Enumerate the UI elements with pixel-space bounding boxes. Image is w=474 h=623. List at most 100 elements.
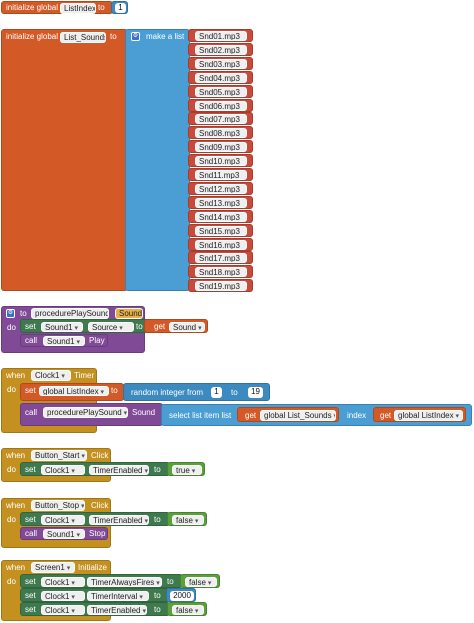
event-component-dropdown[interactable]: Button_Stop [31,500,85,511]
init-listindex-block[interactable]: initialize global ListIndex to [1,1,113,14]
number-value[interactable]: 1 [115,3,126,13]
get-var-dropdown[interactable]: Sound [169,322,205,332]
text-block[interactable]: Snd08.mp3 [188,126,253,139]
make-a-list-block[interactable]: ⚙ make a list [125,29,190,291]
set-timer-enabled-block[interactable]: set Clock1 TimerEnabled to [20,462,170,476]
text-block[interactable]: Snd07.mp3 [188,112,253,125]
property-dropdown[interactable]: TimerEnabled [87,605,147,615]
text-block[interactable]: Snd03.mp3 [188,57,253,70]
text-value[interactable]: Snd19.mp3 [195,281,247,291]
text-value[interactable]: Snd17.mp3 [195,253,247,263]
event-component-dropdown[interactable]: Screen1 [31,562,75,573]
text-value[interactable]: Snd01.mp3 [195,31,247,41]
text-block[interactable]: Snd06.mp3 [188,99,253,112]
logic-value-dropdown[interactable]: false [172,605,204,615]
logic-true-block[interactable]: true [167,462,205,476]
init-list-sounds-block[interactable]: initialize global List_Sounds to [1,29,128,291]
text-block[interactable]: Snd12.mp3 [188,182,253,195]
number-value[interactable]: 2000 [170,591,194,601]
text-block[interactable]: Snd10.mp3 [188,154,253,167]
set-timer-enabled-block[interactable]: set Clock1 TimerEnabled to [20,512,170,526]
text-block[interactable]: Snd05.mp3 [188,85,253,98]
get-listindex-block[interactable]: get global ListIndex [373,407,466,422]
property-dropdown[interactable]: TimerEnabled [89,465,149,475]
set-component-dropdown[interactable]: Clock1 [41,515,85,525]
get-list-sounds-block[interactable]: get global List_Sounds [237,407,339,422]
set-timer-enabled-block[interactable]: set Clock1 TimerEnabled to [20,602,170,616]
text-block[interactable]: Snd18.mp3 [188,265,253,278]
text-value[interactable]: Snd05.mp3 [195,87,247,97]
logic-value-dropdown[interactable]: true [172,465,202,475]
set-timer-interval-block[interactable]: set Clock1 TimerInterval to [20,588,170,602]
var-name-list-sounds[interactable]: List_Sounds [60,32,106,43]
logic-value-dropdown[interactable]: false [185,577,217,587]
text-value[interactable]: Snd16.mp3 [195,240,247,250]
property-dropdown[interactable]: TimerEnabled [89,515,149,525]
text-value[interactable]: Snd03.mp3 [195,59,247,69]
text-value[interactable]: Snd07.mp3 [195,114,247,124]
procedure-name-field[interactable]: procedurePlaySound [31,308,109,319]
text-value[interactable]: Snd15.mp3 [195,226,247,236]
set-sound-source-block[interactable]: set Sound1 Source to [20,319,150,333]
call-sound-stop-block[interactable]: call Sound1 Stop [20,527,108,540]
text-block[interactable]: Snd14.mp3 [188,210,253,223]
logic-false-block[interactable]: false [167,602,207,616]
text-block[interactable]: Snd09.mp3 [188,140,253,153]
call-procedure-block[interactable]: call procedurePlaySound Sound [20,403,163,426]
text-value[interactable]: Snd18.mp3 [195,267,247,277]
list-var-dropdown[interactable]: global List_Sounds [260,410,336,421]
text-block[interactable]: Snd17.mp3 [188,251,253,264]
text-value[interactable]: Snd08.mp3 [195,128,247,138]
text-value[interactable]: Snd11.mp3 [195,170,247,180]
text-value[interactable]: Snd12.mp3 [195,184,247,194]
text-value[interactable]: Snd13.mp3 [195,198,247,208]
text-block[interactable]: Snd13.mp3 [188,196,253,209]
property-dropdown[interactable]: TimerInterval [87,591,149,601]
number-block[interactable]: 1 [111,1,128,14]
number-block[interactable]: 2000 [166,588,196,602]
property-dropdown[interactable]: TimerAlwaysFires [87,577,162,587]
set-component-dropdown[interactable]: Clock1 [41,577,85,587]
text-block[interactable]: Snd04.mp3 [188,71,253,84]
call-sound-play-block[interactable]: call Sound1 Play [20,334,108,347]
text-value[interactable]: Snd09.mp3 [195,142,247,152]
set-listindex-block[interactable]: set global ListIndex to [20,383,124,401]
var-name-listindex[interactable]: ListIndex [60,3,96,14]
set-component-dropdown[interactable]: Clock1 [41,605,85,615]
component-dropdown[interactable]: Sound1 [41,322,83,332]
index-var-dropdown[interactable]: global ListIndex [394,410,463,421]
procedure-dropdown[interactable]: procedurePlaySound [43,407,128,418]
text-value[interactable]: Snd02.mp3 [195,45,247,55]
text-block[interactable]: Snd16.mp3 [188,238,253,251]
set-component-dropdown[interactable]: Clock1 [41,465,85,475]
event-component-dropdown[interactable]: Button_Start [31,450,87,461]
set-timer-always-fires-block[interactable]: set Clock1 TimerAlwaysFires to [20,574,183,588]
property-dropdown[interactable]: Source [88,322,134,332]
gear-icon[interactable]: ⚙ [6,309,15,318]
event-component-dropdown[interactable]: Clock1 [31,370,71,381]
text-block[interactable]: Snd11.mp3 [188,168,253,181]
text-value[interactable]: Snd14.mp3 [195,212,247,222]
get-sound-block[interactable]: get Sound [144,319,208,333]
random-to-value[interactable]: 19 [248,387,263,398]
logic-value-dropdown[interactable]: false [172,515,204,525]
text-block[interactable]: Snd19.mp3 [188,279,253,292]
param-sound-field[interactable]: Sound [115,308,143,319]
random-integer-block[interactable]: random integer from 1 to 19 [123,383,270,401]
logic-false-block[interactable]: false [167,512,207,526]
logic-false-block[interactable]: false [180,574,220,588]
sound-arg-label: Sound [132,408,156,417]
text-block[interactable]: Snd02.mp3 [188,43,253,56]
call-component-dropdown[interactable]: Sound1 [43,529,85,539]
gear-icon[interactable]: ⚙ [131,32,140,41]
text-value[interactable]: Snd04.mp3 [195,73,247,83]
set-component-dropdown[interactable]: Clock1 [41,591,85,601]
text-block[interactable]: Snd15.mp3 [188,224,253,237]
get-label: get [154,322,166,331]
text-value[interactable]: Snd06.mp3 [195,101,247,111]
text-value[interactable]: Snd10.mp3 [195,156,247,166]
text-block[interactable]: Snd01.mp3 [188,29,253,42]
call-component-dropdown[interactable]: Sound1 [43,336,85,346]
set-var-dropdown[interactable]: global ListIndex [39,386,109,396]
random-from-value[interactable]: 1 [211,387,222,398]
